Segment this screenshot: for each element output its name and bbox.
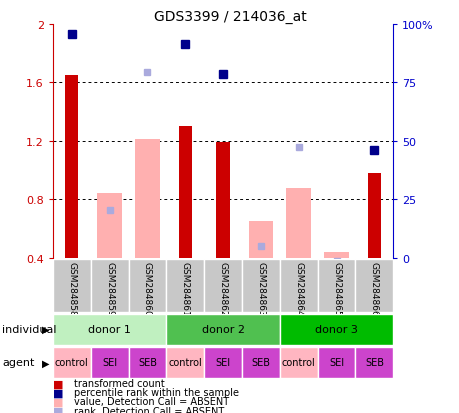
Bar [241,259,279,312]
Text: rank, Detection Call = ABSENT: rank, Detection Call = ABSENT [73,406,224,413]
Bar [216,143,229,258]
Bar [248,222,273,258]
Bar [324,252,348,258]
Bar [279,259,317,312]
Bar [53,347,90,378]
Bar [355,259,392,312]
Bar [135,140,159,258]
Text: agent: agent [2,357,34,368]
Bar [279,347,317,378]
Bar [90,347,128,378]
Bar [204,259,241,312]
Text: ▶: ▶ [42,357,50,368]
Text: individual: individual [2,324,56,335]
Bar [355,347,392,378]
Text: SEB: SEB [364,357,383,368]
Text: percentile rank within the sample: percentile rank within the sample [73,387,238,397]
Bar [286,188,310,258]
Text: ▶: ▶ [42,324,50,335]
Bar [367,173,380,258]
Text: SEB: SEB [138,357,157,368]
Text: SEI: SEI [102,357,117,368]
Text: SEI: SEI [328,357,343,368]
Bar [128,259,166,312]
Text: GSM284866: GSM284866 [369,261,378,316]
Bar [178,127,191,258]
Text: GSM284861: GSM284861 [180,261,190,316]
Text: control: control [281,357,315,368]
Bar [53,259,90,312]
Bar [97,194,122,258]
Bar [241,347,279,378]
Text: SEB: SEB [251,357,270,368]
Bar [317,347,355,378]
Text: GSM284860: GSM284860 [143,261,151,316]
Text: ■: ■ [53,396,63,406]
Bar [53,314,166,345]
Bar [166,259,204,312]
Text: GSM284865: GSM284865 [331,261,340,316]
Text: control: control [168,357,202,368]
Text: donor 2: donor 2 [201,324,244,335]
Text: transformed count: transformed count [73,378,164,388]
Text: donor 1: donor 1 [88,324,131,335]
Bar [279,314,392,345]
Text: GSM284859: GSM284859 [105,261,114,316]
Text: SEI: SEI [215,357,230,368]
Text: GSM284863: GSM284863 [256,261,265,316]
Text: donor 3: donor 3 [314,324,357,335]
Text: control: control [55,357,89,368]
Bar [166,314,279,345]
Bar [166,347,204,378]
Bar [317,259,355,312]
Text: ■: ■ [53,378,63,388]
Text: GSM284858: GSM284858 [67,261,76,316]
Text: GDS3399 / 214036_at: GDS3399 / 214036_at [153,10,306,24]
Text: value, Detection Call = ABSENT: value, Detection Call = ABSENT [73,396,228,406]
Text: ■: ■ [53,406,63,413]
Text: ■: ■ [53,387,63,397]
Text: GSM284864: GSM284864 [294,261,302,316]
Bar [65,76,78,258]
Bar [128,347,166,378]
Bar [90,259,128,312]
Bar [204,347,241,378]
Text: GSM284862: GSM284862 [218,261,227,316]
